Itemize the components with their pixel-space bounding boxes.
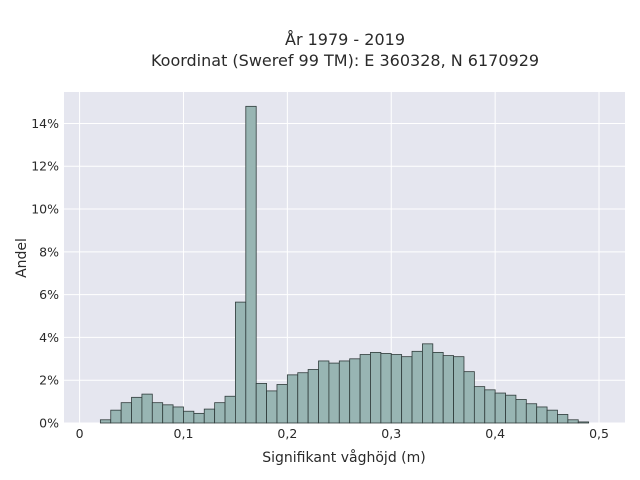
y-tick-label: 0% xyxy=(39,416,59,431)
histogram-bar xyxy=(276,384,288,424)
histogram-bar xyxy=(224,395,236,424)
histogram-bar xyxy=(442,355,454,424)
histogram-bar xyxy=(380,353,392,424)
histogram-bar xyxy=(370,351,382,424)
y-tick-label: 8% xyxy=(39,244,59,259)
histogram-bar xyxy=(422,343,434,424)
histogram-bar xyxy=(120,402,132,424)
histogram-bar xyxy=(99,419,112,424)
histogram-bar xyxy=(453,356,465,424)
histogram-bar xyxy=(411,350,423,424)
y-tick-label: 4% xyxy=(39,330,59,345)
histogram-bar xyxy=(338,360,351,424)
histogram-bar xyxy=(183,410,195,424)
histogram-bar xyxy=(297,372,309,424)
histogram-bar xyxy=(494,392,506,424)
x-tick-label: 0,4 xyxy=(485,426,505,441)
histogram-bar xyxy=(525,403,538,424)
y-tick-label: 14% xyxy=(31,116,59,131)
histogram-bar xyxy=(255,383,267,424)
x-axis-label: Signifikant våghöjd (m) xyxy=(262,449,425,466)
x-tick-label: 0 xyxy=(76,426,84,441)
y-tick-label: 10% xyxy=(31,202,59,217)
histogram-bar xyxy=(162,404,174,424)
x-tick-labels: 0 0,1 0,2 0,3 0,4 0,5 xyxy=(76,426,609,441)
histogram-bar xyxy=(484,389,496,424)
x-tick-label: 0,5 xyxy=(589,426,609,441)
histogram-bar xyxy=(557,414,569,424)
histogram-bar xyxy=(463,371,475,424)
histogram-bar xyxy=(172,406,184,424)
chart-title-line-1: År 1979 - 2019 xyxy=(285,30,405,49)
histogram-bar xyxy=(577,421,590,424)
x-tick-label: 0,3 xyxy=(381,426,401,441)
histogram-bar xyxy=(349,358,361,424)
histogram-bar xyxy=(401,356,413,424)
histogram-bar xyxy=(567,419,579,424)
y-tick-label: 12% xyxy=(31,159,59,174)
histogram-bar xyxy=(432,351,444,424)
histogram-bar xyxy=(536,406,548,424)
x-tick-label: 0,1 xyxy=(174,426,194,441)
histogram-bar xyxy=(286,374,299,424)
histogram-bar xyxy=(245,105,257,424)
x-tick-label: 0,2 xyxy=(277,426,297,441)
histogram-bar xyxy=(110,409,122,424)
histogram-bar xyxy=(546,409,558,424)
bars xyxy=(99,105,590,424)
histogram-bar xyxy=(193,412,205,424)
histogram-bar xyxy=(307,369,319,424)
y-tick-labels: 0% 2% 4% 6% 8% 10% 12% 14% xyxy=(31,116,59,431)
histogram-bar xyxy=(390,354,403,424)
chart-title-line-2: Koordinat (Sweref 99 TM): E 360328, N 61… xyxy=(151,51,539,70)
histogram-bar xyxy=(515,399,527,424)
histogram-bar xyxy=(203,408,216,424)
histogram-bar xyxy=(235,301,247,424)
histogram-bar xyxy=(131,396,143,424)
histogram-bar xyxy=(328,362,340,424)
histogram-bar xyxy=(318,360,330,424)
y-axis-label: Andel xyxy=(14,238,30,278)
histogram-bar xyxy=(473,386,486,424)
grid xyxy=(64,92,625,424)
histogram-bar xyxy=(266,390,278,424)
histogram-bar xyxy=(151,402,164,424)
y-tick-label: 2% xyxy=(39,373,59,388)
y-tick-label: 6% xyxy=(39,287,59,302)
histogram-bar xyxy=(359,354,371,424)
histogram-bar xyxy=(214,402,226,424)
histogram-bar xyxy=(505,394,517,424)
histogram-bar xyxy=(141,393,153,424)
